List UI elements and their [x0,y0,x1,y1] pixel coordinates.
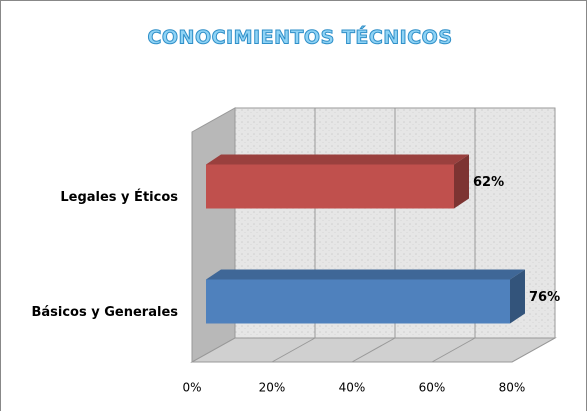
bar-side [510,269,525,324]
bar-top [206,269,525,280]
value-label: 62% [473,175,504,190]
bar [206,279,510,324]
floor-grid-line [271,337,316,363]
bar-top [206,154,469,165]
x-tick-label: 0% [182,381,201,395]
floor-grid-line [511,337,556,363]
floor-grid-line [191,337,236,363]
bar-side [454,154,469,209]
x-tick-label: 40% [339,381,366,395]
y-tick-label: Básicos y Generales [31,305,178,320]
floor-grid-line [431,337,476,363]
x-tick-label: 60% [419,381,446,395]
floor-grid-line [351,337,396,363]
x-tick-label: 80% [499,381,526,395]
x-tick-label: 20% [259,381,286,395]
chart-title: CONOCIMIENTOS TÉCNICOS [147,26,452,49]
value-label: 76% [529,290,560,305]
y-tick-label: Legales y Éticos [60,189,178,205]
side-wall [191,107,236,363]
bar [206,164,454,209]
